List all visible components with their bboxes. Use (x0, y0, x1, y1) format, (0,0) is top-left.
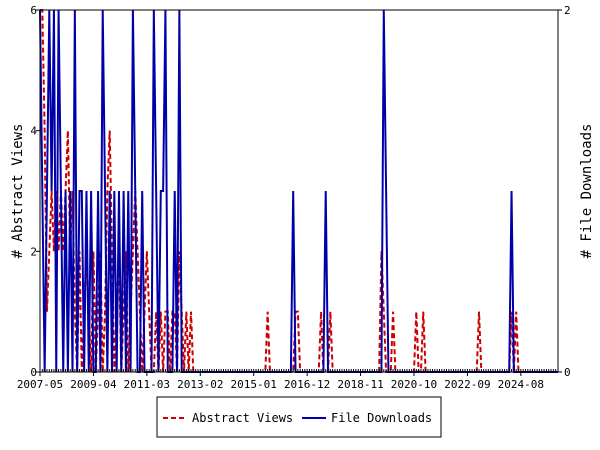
ticks-layer: 2007-05 2009-04 2011-03 2013-02 2015-01 2016-… (17, 4, 571, 391)
right-axis-title: # File Downloads (579, 124, 595, 259)
legend-label-abstract-views: Abstract Views (192, 411, 293, 425)
x-tick-label: 2015-01 (231, 378, 277, 391)
x-tick-label: 2009-04 (70, 378, 117, 391)
y-right-tick-label: 0 (564, 366, 571, 379)
x-tick-label: 2020-10 (391, 378, 437, 391)
legend-label-file-downloads: File Downloads (331, 411, 432, 425)
x-tick-label: 2022-09 (444, 378, 490, 391)
x-tick-label: 2024-08 (498, 378, 544, 391)
x-tick-label: 2007-05 (17, 378, 63, 391)
y-left-tick-label: 4 (30, 125, 37, 138)
series-layer (39, 9, 558, 373)
x-tick-label: 2016-12 (284, 378, 330, 391)
x-tick-label: 2011-03 (124, 378, 170, 391)
left-axis-title: # Abstract Views (10, 124, 26, 259)
y-left-tick-label: 2 (30, 245, 37, 258)
legend-box (156, 396, 442, 438)
y-left-tick-label: 6 (30, 4, 37, 17)
plot-frame (39, 9, 559, 373)
y-left-tick-label: 0 (30, 366, 37, 379)
legend: Abstract Views File Downloads (156, 396, 442, 438)
x-tick-label: 2013-02 (177, 378, 223, 391)
x-tick-label: 2018-11 (337, 378, 383, 391)
y-right-tick-label: 2 (564, 4, 571, 17)
